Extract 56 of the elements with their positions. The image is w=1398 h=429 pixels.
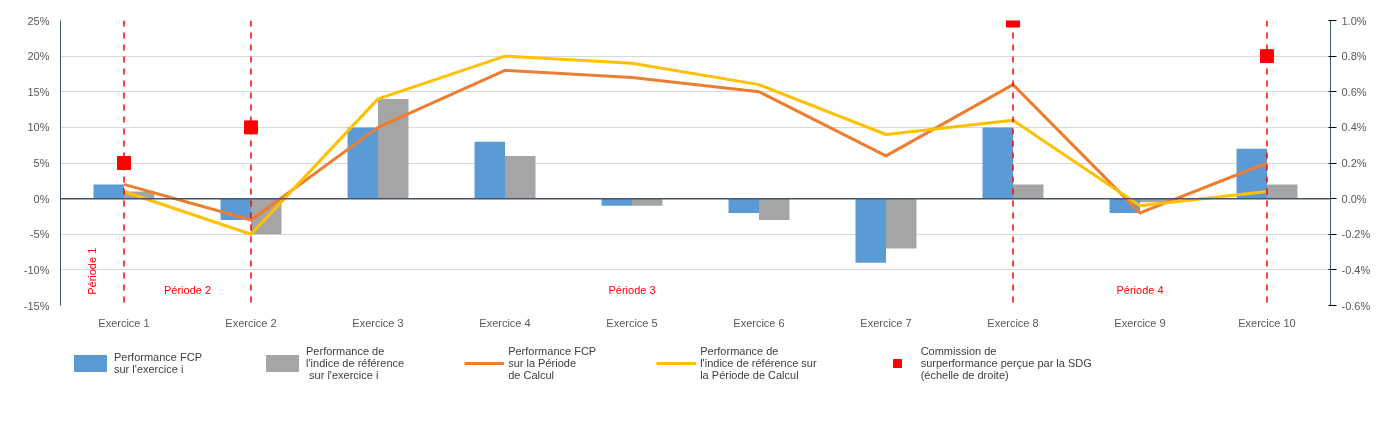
bar [505,155,536,199]
x-tick-label: Exercice 10 [1238,316,1296,329]
y2-tick-label: 0.6% [1341,85,1367,98]
legend-label: Performance de l'indice de référence sur la Période de Calcul [700,345,817,381]
x-tick-label: Exercice 6 [733,316,785,329]
y2-tick-label: 0.4% [1341,121,1367,134]
y-tick-label: 15% [27,85,50,98]
bar [601,198,632,206]
y-tick-label: -5% [29,228,50,241]
bar [759,198,790,220]
y-tick-label: -15% [23,299,50,312]
y2-tick-label: 0.8% [1341,50,1367,63]
bar [982,127,1013,199]
x-tick-label: Exercice 5 [606,316,658,329]
annotation: Période 3 [608,283,656,296]
y-tick-label: 25% [27,14,50,27]
bar [1013,184,1044,199]
bar [347,127,378,199]
point [244,120,258,135]
annotation: Période 1 [86,247,99,295]
bar [632,198,663,206]
legend-label: Commission de surperformance perçue par la SDG (échelle de droite) [920,345,1092,381]
annotation: Période 2 [163,283,212,296]
annotation: Période 4 [1116,283,1164,296]
bar [728,198,759,213]
x-tick-label: Exercice 3 [352,316,404,329]
x-tick-label: Exercice 7 [860,316,912,329]
x-tick-label: Exercice 4 [479,316,531,329]
point [1260,49,1274,64]
y-tick-label: 20% [27,50,50,63]
bar [1267,184,1298,199]
x-tick-label: Exercice 9 [1114,316,1166,329]
y2-tick-label: -0.4% [1341,263,1371,276]
x-tick-label: Exercice 1 [98,316,150,329]
line-series [122,68,1269,222]
legend-label: Performance FCP sur l'exercice i [114,351,203,375]
y2-tick-label: -0.2% [1341,228,1371,241]
bar [378,98,409,199]
y-tick-label: 10% [27,121,50,134]
y-tick-label: 5% [33,157,50,169]
bar [474,141,505,199]
y2-tick-label: 0.0% [1341,192,1367,205]
x-tick-label: Exercice 8 [987,316,1039,329]
x-tick-label: Exercice 2 [225,316,277,329]
legend-label: Performance FCP sur la Période de Calcul [508,345,597,381]
bar [886,198,917,249]
y-tick-label: 0% [33,192,50,205]
legend-label: Performance de l'indice de référence sur l'exercice i [306,345,405,381]
y2-tick-label: -0.6% [1341,299,1371,312]
y2-tick-label: 0.2% [1341,157,1367,169]
y-tick-label: -10% [23,263,50,276]
line-series [122,54,1269,236]
bar [93,184,124,199]
point [117,156,131,170]
y2-tick-label: 1.0% [1341,14,1367,27]
bar [855,198,886,263]
